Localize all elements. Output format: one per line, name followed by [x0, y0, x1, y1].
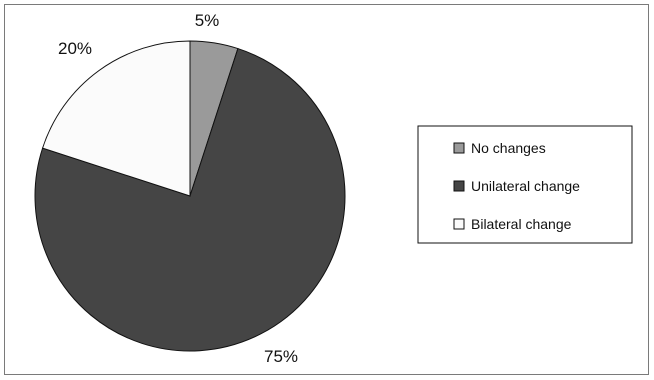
pie-data-labels: 5% 75% 20%: [58, 11, 298, 366]
data-label-bilateral-change: 20%: [58, 39, 92, 58]
legend-swatch-unilateral-change: [453, 180, 465, 192]
pie-slice-bilateral-change: [41, 40, 191, 197]
legend-label-unilateral-change: Unilateral change: [471, 178, 580, 194]
legend-label-bilateral-change: Bilateral change: [471, 216, 572, 232]
pie-slices: [34, 40, 346, 352]
legend: No changes Unilateral change Bilateral cha…: [417, 125, 633, 244]
data-label-unilateral-change: 75%: [264, 347, 298, 366]
legend-swatch-no-changes: [453, 142, 465, 154]
data-label-no-changes: 5%: [195, 11, 220, 30]
legend-swatch-bilateral-change: [453, 218, 465, 230]
legend-label-no-changes: No changes: [471, 140, 546, 156]
pie-slice-unilateral-change: [34, 47, 346, 352]
